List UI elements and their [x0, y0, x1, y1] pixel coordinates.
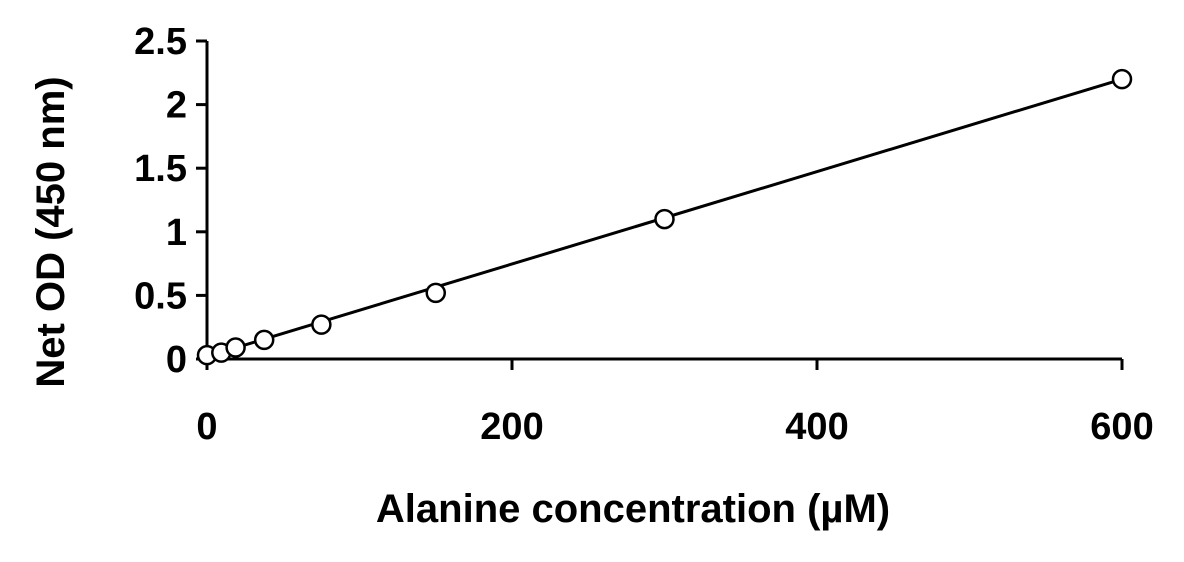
data-point [1111, 68, 1133, 90]
x-tick-label: 200 [480, 406, 543, 448]
x-axis-title: Alanine concentration (µM) [376, 487, 890, 531]
y-axis-title: Net OD (450 nm) [29, 76, 73, 387]
y-tick-label: 0.5 [134, 275, 187, 317]
y-tick-label: 1.5 [134, 148, 187, 190]
y-tick-label: 0 [166, 339, 187, 381]
x-tick-label: 0 [196, 406, 217, 448]
axes [205, 41, 1122, 361]
x-tick-label: 600 [1090, 406, 1153, 448]
data-point [654, 208, 675, 230]
y-tick-label: 2 [166, 85, 187, 127]
data-point [253, 329, 275, 351]
ticks: 0 0.5 1 1.5 2 2.5 0 200 400 600 [134, 21, 1154, 448]
x-tick-label: 400 [785, 406, 848, 448]
y-tick-label: 1 [166, 212, 187, 254]
data-points [196, 68, 1133, 366]
data-point [225, 337, 246, 358]
data-point [425, 282, 446, 304]
y-tick-label: 2.5 [134, 21, 187, 63]
data-point [311, 314, 332, 335]
